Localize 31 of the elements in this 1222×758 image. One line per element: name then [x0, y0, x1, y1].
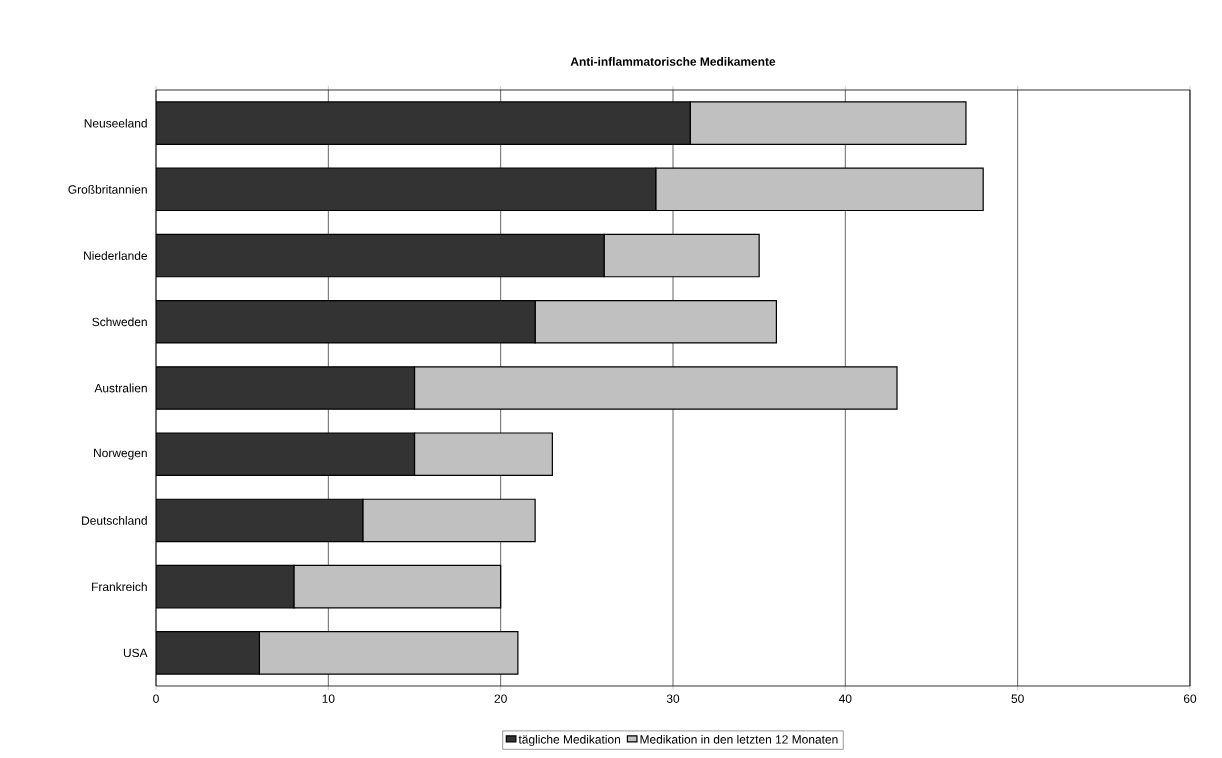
x-tick-label: 20: [494, 694, 507, 703]
bar: [156, 564, 295, 609]
y-tick-label: Frankreich: [92, 582, 147, 592]
bar: [156, 432, 416, 477]
x-tick-label: 50: [1011, 694, 1024, 703]
bar: [156, 366, 416, 410]
bar: [293, 564, 502, 609]
legend-label: Medikation in den letzten 12 Monaten: [640, 734, 838, 744]
x-tick-label: 60: [1183, 694, 1197, 703]
y-tick-label: Australien: [94, 383, 147, 393]
y-tick-label: Norwegen: [94, 448, 147, 460]
bar: [156, 631, 261, 675]
bar: [156, 101, 691, 145]
y-tick-label: USA: [123, 648, 148, 658]
y-tick-label: Schweden: [92, 317, 147, 327]
y-tick-label: Neuseeland: [84, 118, 147, 128]
bar: [156, 498, 364, 543]
legend-label: tägliche Medikation: [518, 734, 621, 747]
x-tick-label: 0: [153, 694, 159, 703]
bar: [156, 167, 657, 212]
y-tick-label: Großbritannien: [68, 184, 147, 194]
chart-title: Anti-inflammatorische Medikamente: [570, 57, 776, 66]
bar: [413, 432, 553, 477]
x-tick-label: 30: [666, 694, 680, 703]
bar: [156, 233, 605, 278]
x-tick-label: 10: [322, 694, 335, 703]
x-tick-label: 40: [838, 694, 852, 703]
y-tick-label: Deutschland: [82, 516, 147, 525]
y-tick-label: Niederlande: [84, 251, 148, 260]
bar: [362, 498, 536, 543]
bar: [156, 299, 536, 344]
